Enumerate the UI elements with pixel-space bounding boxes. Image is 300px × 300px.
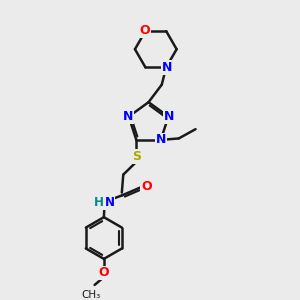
Text: N: N xyxy=(156,134,167,146)
Text: S: S xyxy=(132,150,141,163)
Text: O: O xyxy=(141,180,152,193)
Text: N: N xyxy=(162,61,172,74)
Text: N: N xyxy=(123,110,133,123)
Text: N: N xyxy=(105,196,115,209)
Text: N: N xyxy=(164,110,174,123)
Text: H: H xyxy=(94,196,104,209)
Text: O: O xyxy=(99,266,109,279)
Text: CH₃: CH₃ xyxy=(82,290,101,300)
Text: O: O xyxy=(140,24,150,37)
